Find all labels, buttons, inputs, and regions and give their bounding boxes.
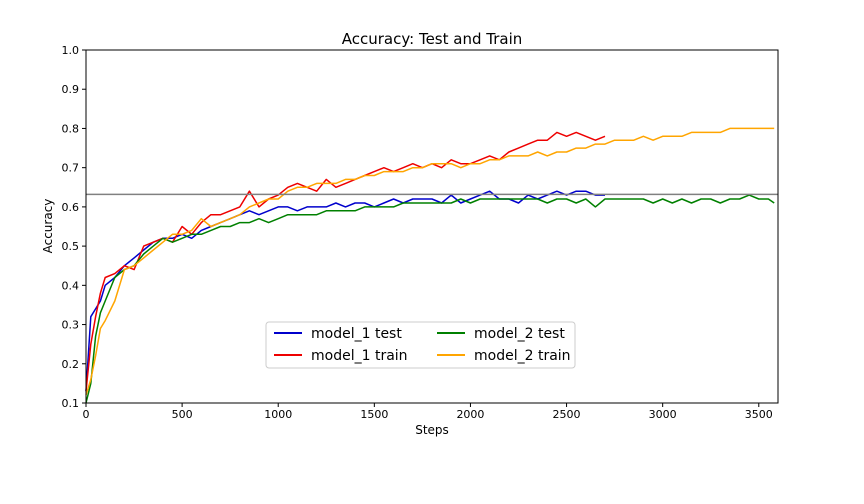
x-axis-label: Steps <box>415 423 449 437</box>
x-axis-ticks: 0 500 1000 1500 2000 2500 3000 3500 <box>83 403 773 421</box>
series-line-3 <box>85 194 775 404</box>
x-tick-label: 0 <box>83 408 90 421</box>
y-tick-label: 0.4 <box>62 279 80 292</box>
chart-title: Accuracy: Test and Train <box>342 30 523 48</box>
y-tick-label: 0.9 <box>62 83 80 96</box>
y-tick-label: 1.0 <box>62 44 80 57</box>
y-axis-label: Accuracy <box>41 199 55 254</box>
y-tick-label: 0.7 <box>62 162 80 175</box>
x-tick-label: 2000 <box>456 408 484 421</box>
legend-label-2: model_1 train <box>311 348 408 364</box>
x-tick-label: 1500 <box>360 408 388 421</box>
x-tick-label: 500 <box>172 408 193 421</box>
legend-box <box>265 321 576 369</box>
y-tick-label: 0.3 <box>62 319 80 332</box>
legend-label-1: model_1 test <box>311 326 402 342</box>
legend-label-3: model_2 test <box>474 326 565 342</box>
y-tick-label: 0.6 <box>62 201 80 214</box>
series-layer <box>85 127 775 404</box>
y-tick-label: 0.1 <box>62 397 80 410</box>
x-tick-label: 1000 <box>264 408 292 421</box>
series-line-4 <box>85 127 775 396</box>
legend: model_1 test model_1 train model_2 test mod… <box>265 321 576 369</box>
x-tick-label: 3500 <box>745 408 773 421</box>
y-tick-label: 0.8 <box>62 122 80 135</box>
x-tick-label: 2500 <box>553 408 581 421</box>
legend-label-4: model_2 train <box>474 348 571 364</box>
y-tick-label: 0.2 <box>62 358 80 371</box>
y-axis-ticks: 0.1 0.2 0.3 0.4 0.5 0.6 0.7 0.8 0.9 1.0 <box>62 44 86 410</box>
y-tick-label: 0.5 <box>62 240 80 253</box>
plot-border <box>85 49 779 404</box>
x-tick-label: 3000 <box>649 408 677 421</box>
series-line-2 <box>85 131 606 392</box>
